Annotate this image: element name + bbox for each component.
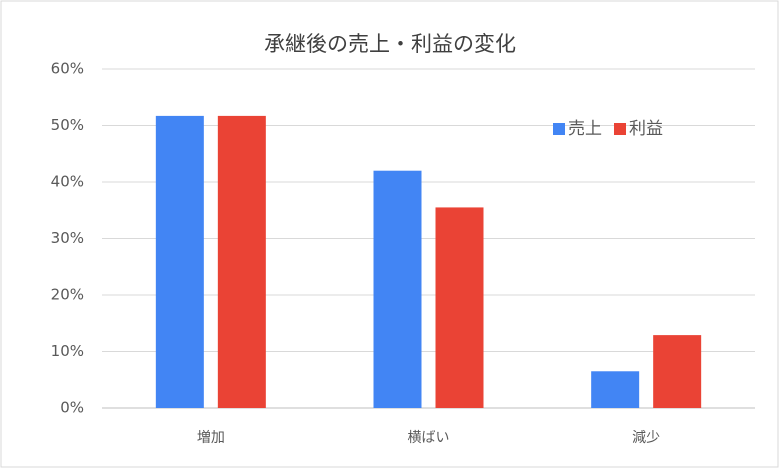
bar (155, 115, 204, 409)
y-tick-label: 40% (51, 173, 84, 191)
x-tick-label: 横ばい (408, 430, 450, 446)
y-tick-label: 60% (51, 60, 84, 78)
bar (591, 371, 640, 408)
x-tick-label: 増加 (197, 430, 225, 446)
y-tick-label: 50% (51, 116, 84, 134)
bar (435, 207, 484, 408)
bar (217, 115, 266, 409)
legend-label: 売上 (568, 119, 602, 139)
legend-swatch (614, 123, 626, 135)
x-tick-label: 減少 (632, 429, 660, 446)
y-tick-label: 0% (60, 399, 84, 417)
bar (653, 335, 702, 408)
chart-title: 承継後の売上・利益の変化 (264, 32, 516, 56)
y-tick-label: 20% (51, 286, 84, 304)
legend-swatch (553, 123, 565, 135)
y-tick-label: 10% (51, 342, 84, 360)
y-tick-label: 30% (51, 229, 84, 247)
bar (373, 170, 422, 408)
legend-label: 利益 (629, 119, 663, 139)
